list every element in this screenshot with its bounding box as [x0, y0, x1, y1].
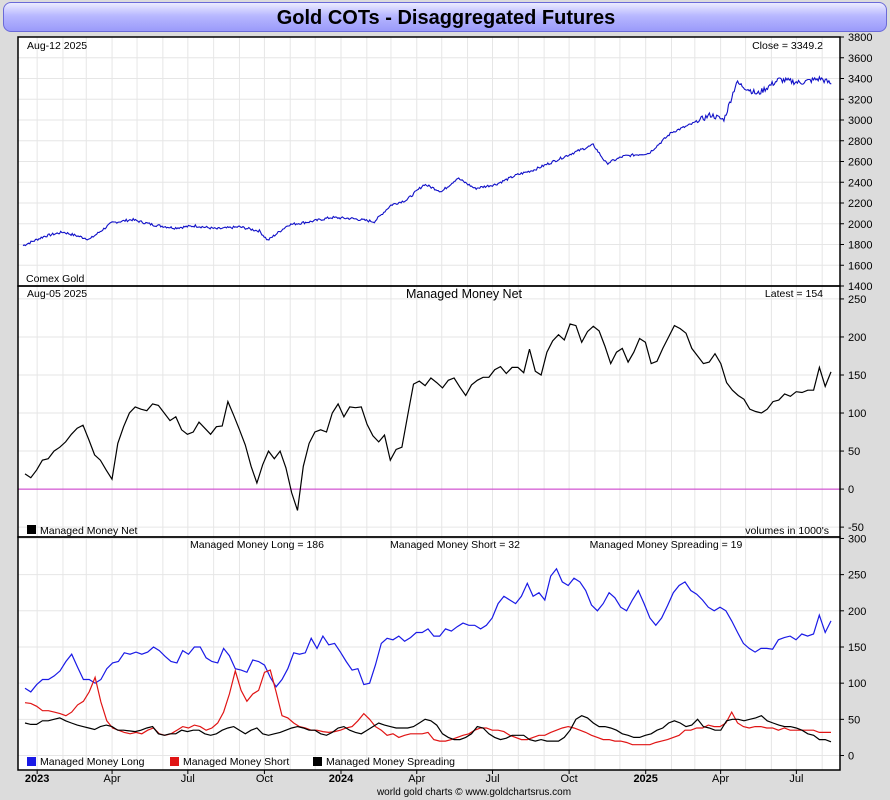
y-tick-label: 150 [848, 370, 866, 382]
x-tick-label: Apr [408, 773, 425, 785]
y-tick-label: 2400 [848, 177, 872, 189]
legend-spreading-label: Managed Money Spreading [326, 756, 455, 768]
spreading-header-label: Managed Money Spreading = 19 [590, 539, 743, 551]
volume-units-label: volumes in 1000's [745, 525, 829, 537]
x-tick-label: Apr [712, 773, 729, 785]
y-tick-label: 0 [848, 751, 854, 763]
y-tick-label: 2200 [848, 198, 872, 210]
x-tick-label: Jul [485, 773, 499, 785]
legend-short-swatch [170, 757, 179, 766]
page-title: Gold COTs - Disaggregated Futures [276, 7, 616, 29]
y-tick-label: 100 [848, 678, 866, 690]
net-legend-swatch [27, 525, 36, 534]
y-tick-label: 3600 [848, 53, 872, 65]
x-tick-label: Oct [561, 773, 578, 785]
y-tick-label: 3000 [848, 115, 872, 127]
y-tick-label: 2000 [848, 219, 872, 231]
price-date-label: Aug-12 2025 [27, 40, 87, 52]
y-tick-label: 1800 [848, 240, 872, 252]
price-close-label: Close = 3349.2 [752, 40, 823, 52]
y-tick-label: 1400 [848, 281, 872, 293]
plot-area-background [18, 37, 840, 770]
y-tick-label: 50 [848, 714, 860, 726]
legend-long-swatch [27, 757, 36, 766]
y-tick-label: 200 [848, 606, 866, 618]
y-tick-label: 200 [848, 332, 866, 344]
net-latest-label: Latest = 154 [765, 288, 823, 300]
price-line [22, 75, 832, 247]
legend-long-label: Managed Money Long [40, 756, 145, 768]
short-header-label: Managed Money Short = 32 [390, 539, 520, 551]
y-tick-label: 50 [848, 446, 860, 458]
x-tick-label: 2024 [329, 773, 354, 785]
long-line [24, 567, 832, 693]
y-tick-label: 3400 [848, 74, 872, 86]
x-tick-label: Apr [104, 773, 121, 785]
price-series-label: Comex Gold [26, 273, 85, 285]
x-tick-label: 2025 [633, 773, 657, 785]
y-tick-label: 250 [848, 294, 866, 306]
y-tick-label: 1600 [848, 260, 872, 272]
long-header-label: Managed Money Long = 186 [190, 539, 324, 551]
y-tick-label: 250 [848, 570, 866, 582]
y-tick-label: 2800 [848, 136, 872, 148]
y-tick-label: -50 [848, 522, 864, 534]
legend-short-label: Managed Money Short [183, 756, 289, 768]
y-tick-label: 0 [848, 484, 854, 496]
spreading-line [24, 715, 832, 743]
net-legend-label: Managed Money Net [40, 525, 138, 537]
footer-credit: world gold charts © www.goldchartsrus.co… [376, 787, 571, 798]
y-tick-label: 3200 [848, 94, 872, 106]
net-date-label: Aug-05 2025 [27, 288, 87, 300]
x-tick-label: 2023 [25, 773, 49, 785]
x-tick-label: Oct [256, 773, 273, 785]
y-tick-label: 150 [848, 642, 866, 654]
net-panel-title: Managed Money Net [406, 287, 523, 301]
y-tick-label: 2600 [848, 157, 872, 169]
y-tick-label: 3800 [848, 32, 872, 44]
x-tick-label: Jul [789, 773, 803, 785]
y-tick-label: 300 [848, 533, 866, 545]
y-tick-label: 100 [848, 408, 866, 420]
title-bar: Gold COTs - Disaggregated Futures [3, 2, 887, 32]
x-tick-label: Jul [181, 773, 195, 785]
net-line [24, 323, 832, 511]
legend-spreading-swatch [313, 757, 322, 766]
panel-frame [17, 536, 841, 771]
